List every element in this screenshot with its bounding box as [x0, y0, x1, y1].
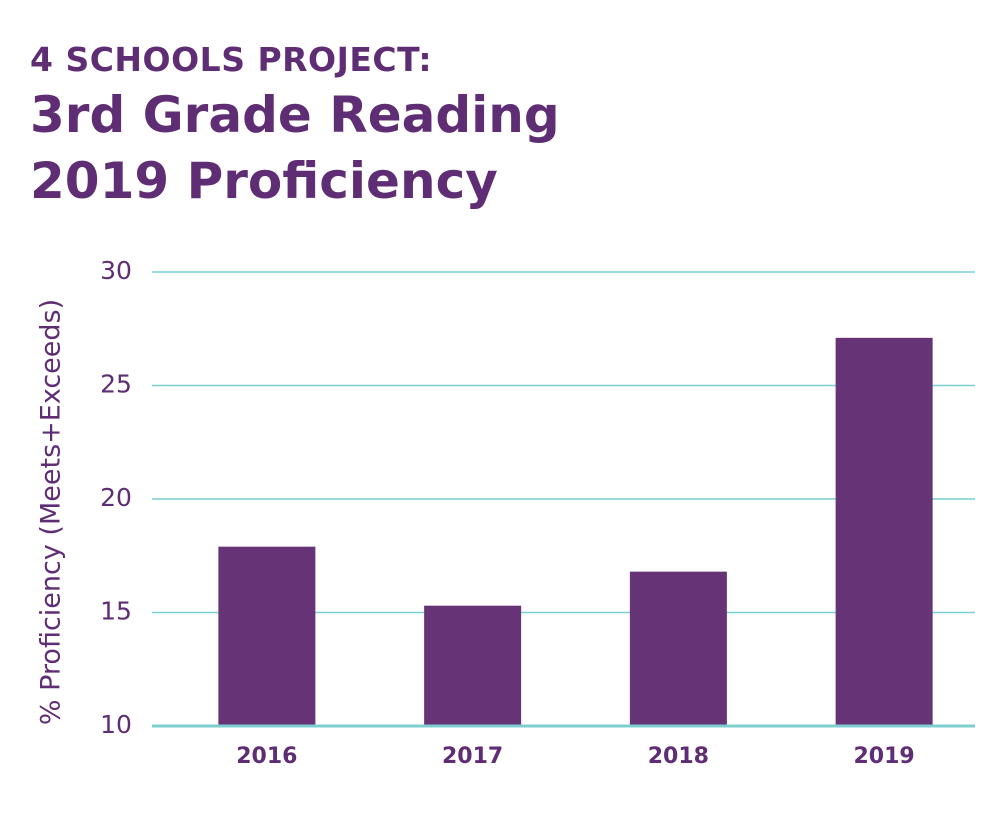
y-tick-label-20: 20	[100, 483, 132, 512]
x-tick-label-2018: 2018	[648, 744, 709, 769]
x-tick-label-2019: 2019	[854, 744, 915, 769]
chart-kicker: 4 SCHOOLS PROJECT:	[30, 40, 433, 79]
chart-title-block: 4 SCHOOLS PROJECT: 3rd Grade Reading 201…	[30, 38, 560, 214]
y-tick-labels: 10 15 20 25 30	[100, 256, 132, 739]
y-tick-label-15: 15	[100, 597, 132, 626]
x-tick-label-2016: 2016	[236, 744, 297, 769]
bar-2017	[424, 605, 522, 726]
bar-2019	[835, 337, 933, 726]
y-axis-title: % Proficiency (Meets+Exceeds)	[36, 299, 67, 725]
y-tick-label-25: 25	[100, 370, 132, 399]
bar-2016	[218, 546, 316, 726]
x-tick-labels: 2016 2017 2018 2019	[236, 744, 914, 769]
bar-2018	[629, 571, 727, 726]
x-tick-label-2017: 2017	[442, 744, 503, 769]
y-tick-label-30: 30	[100, 256, 132, 285]
chart-title-line-1: 3rd Grade Reading	[30, 86, 560, 144]
y-tick-label-10: 10	[100, 710, 132, 739]
chart-title-line-2: 2019 Proficiency	[30, 152, 498, 210]
bars	[218, 337, 933, 726]
